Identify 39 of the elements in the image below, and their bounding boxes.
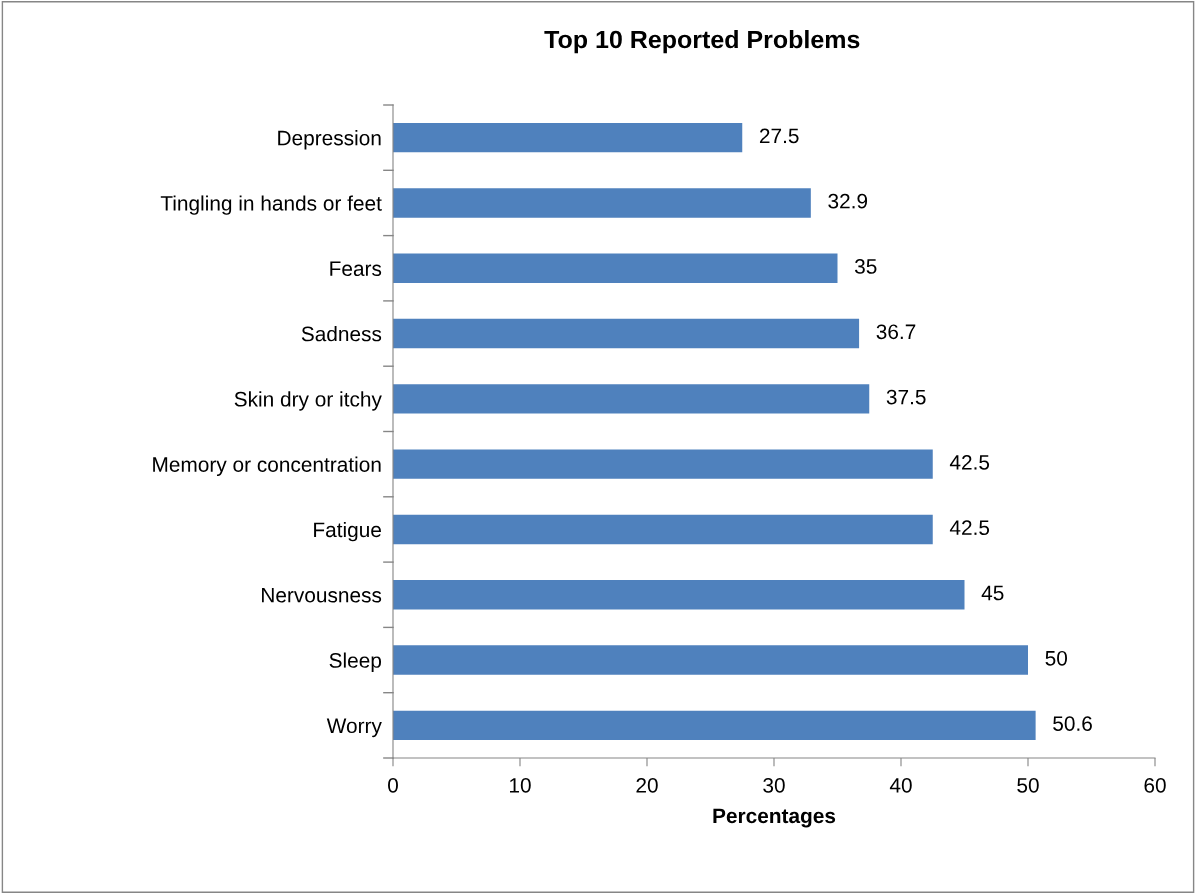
x-tick-label: 0 xyxy=(388,777,398,793)
bar xyxy=(393,122,743,153)
y-tick-label: Tingling in hands or feet xyxy=(160,195,382,215)
y-tick-label: Fatigue xyxy=(314,521,381,542)
y-tick-label: Sadness xyxy=(301,326,382,342)
bar xyxy=(393,645,1028,675)
data-label: 45 xyxy=(981,585,1004,601)
y-tick-label: Sleep xyxy=(329,652,382,672)
bar xyxy=(393,253,838,283)
y-tick-label: Depression xyxy=(278,130,381,150)
data-label: 50 xyxy=(1045,650,1068,666)
y-tick-label: Fears xyxy=(330,261,382,276)
bar xyxy=(393,384,870,414)
data-label: 37.5 xyxy=(886,389,926,405)
data-label: 36.7 xyxy=(876,324,916,340)
chart-title: Top 10 Reported Problems xyxy=(544,30,860,54)
bar xyxy=(393,449,933,479)
data-label: 27.5 xyxy=(759,128,799,144)
x-axis-title: Percentages xyxy=(713,808,836,828)
data-label: 42.5 xyxy=(949,520,990,536)
y-tick-label: Worry xyxy=(326,718,382,738)
x-tick-label: 10 xyxy=(510,777,531,793)
bar xyxy=(393,580,965,610)
x-tick-label: 20 xyxy=(636,777,658,793)
bar xyxy=(393,710,1036,741)
x-tick-label: 40 xyxy=(889,777,912,793)
data-label: 42.5 xyxy=(949,454,990,470)
x-tick-label: 60 xyxy=(1144,777,1166,793)
y-tick-label: Nervousness xyxy=(262,587,382,603)
y-tick-label: Skin dry or itchy xyxy=(234,391,382,411)
data-label: 35 xyxy=(854,259,877,274)
x-tick-label: 30 xyxy=(763,777,785,793)
data-label: 32.9 xyxy=(828,193,868,209)
bar xyxy=(393,514,933,545)
x-tick-label: 50 xyxy=(1017,777,1039,793)
y-tick-label: Memory or concentration xyxy=(153,456,381,477)
bar xyxy=(393,188,811,218)
data-label: 50.6 xyxy=(1053,716,1092,731)
bar xyxy=(393,318,860,349)
